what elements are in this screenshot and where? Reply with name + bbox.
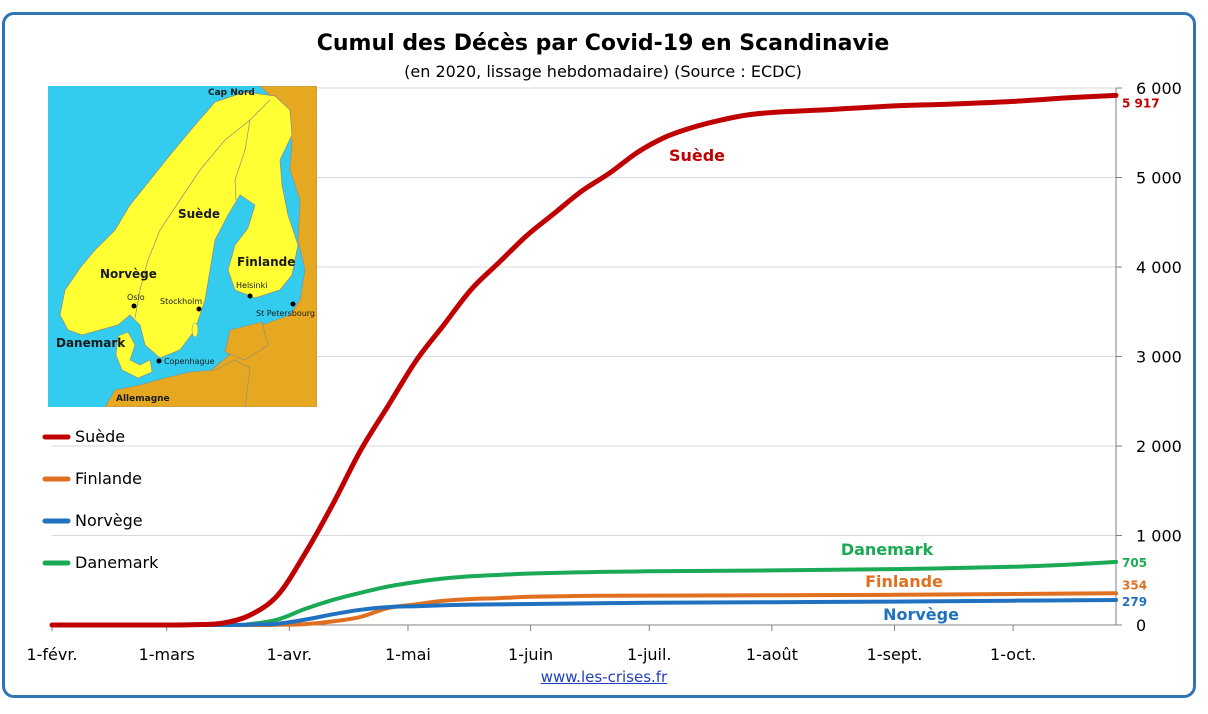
series-labels: Danemark 705 Finlande 354 Norvège 279 Suède 5 9… (669, 96, 1160, 624)
y-tick-label: 2 000 (1136, 437, 1182, 456)
legend: Suède Finlande Norvège Danemark (42, 427, 159, 572)
map-city-st-petersbourg (290, 301, 296, 307)
y-tick-label: 0 (1136, 616, 1146, 635)
y-tick-label: 5 000 (1136, 169, 1182, 188)
x-tick-label: 1-mai (385, 645, 431, 664)
source-line: www.les-crises.fr (0, 668, 1208, 686)
series-inline-label: Danemark (841, 540, 934, 559)
legend-label: Norvège (75, 511, 143, 530)
map-border-sweden-finland (234, 119, 251, 201)
map-border-norway-sweden (134, 99, 271, 319)
series-line-finlande (50, 591, 1118, 628)
map-city-helsinki (247, 293, 253, 299)
y-tick-label: 3 000 (1136, 348, 1182, 367)
map-label-st-petersbourg: St Petersbourg (256, 309, 315, 318)
map-label-copenhague: Copenhague (164, 357, 215, 366)
chart-title: Cumul des Décès par Covid-19 en Scandina… (317, 31, 890, 56)
x-tick-label: 1-mars (139, 645, 195, 664)
legend-label: Danemark (75, 553, 159, 572)
x-tick-label: 1-juil. (627, 645, 672, 664)
legend-label: Finlande (75, 469, 142, 488)
map-label-helsinki: Helsinki (236, 281, 267, 290)
series-line-norvege (50, 598, 1118, 628)
map-label-allemagne: Allemagne (116, 394, 170, 404)
y-tick-label: 4 000 (1136, 258, 1182, 277)
series-inline-label: Finlande (865, 572, 943, 591)
y-tick-label: 1 000 (1136, 527, 1182, 546)
map-label-norvege: Norvège (100, 267, 157, 281)
y-tick-label: 6 000 (1136, 79, 1182, 98)
map-label-stockholm: Stockholm (160, 297, 202, 306)
series-line-danemark (50, 559, 1118, 628)
x-tick-label: 1-févr. (26, 645, 77, 664)
map-city-stockholm (196, 306, 202, 312)
map-city-copenhague (156, 358, 162, 364)
x-tick-label: 1-oct. (990, 645, 1036, 664)
chart-subtitle: (en 2020, lissage hebdomadaire) (Source … (404, 62, 802, 81)
source-link[interactable]: www.les-crises.fr (540, 668, 668, 686)
map-denmark (115, 331, 153, 379)
series-end-label: 354 (1122, 578, 1147, 592)
map-city-oslo (131, 303, 137, 309)
scandinavia-map: Cap Nord Suède Finlande Norvège Danemark… (48, 86, 317, 407)
map-label-finlande: Finlande (237, 255, 295, 269)
series-inline-label: Suède (669, 146, 725, 165)
x-tick-label: 1-sept. (867, 645, 923, 664)
map-gotland (191, 322, 199, 338)
map-scandinavia (59, 91, 299, 359)
map-label-cap-nord: Cap Nord (208, 88, 255, 98)
map-label-oslo: Oslo (127, 293, 145, 302)
series-inline-label: Norvège (883, 605, 959, 624)
series-line-suede (49, 92, 1119, 628)
x-tick-label: 1-avr. (267, 645, 312, 664)
x-tick-label: 1-août (746, 645, 798, 664)
x-tick-label: 1-juin (508, 645, 553, 664)
series-end-label: 279 (1122, 595, 1147, 609)
series-layer (49, 92, 1119, 628)
map-label-suede: Suède (178, 207, 220, 221)
map-germany (104, 359, 251, 407)
map-label-danemark: Danemark (56, 336, 126, 350)
axes: 0 1 000 2 000 3 000 4 000 5 000 6 000 1-févr. 1-… (26, 79, 1181, 664)
series-end-label: 5 917 (1122, 96, 1160, 110)
legend-label: Suède (75, 427, 125, 446)
map-baltics (224, 321, 269, 361)
series-end-label: 705 (1122, 556, 1147, 570)
